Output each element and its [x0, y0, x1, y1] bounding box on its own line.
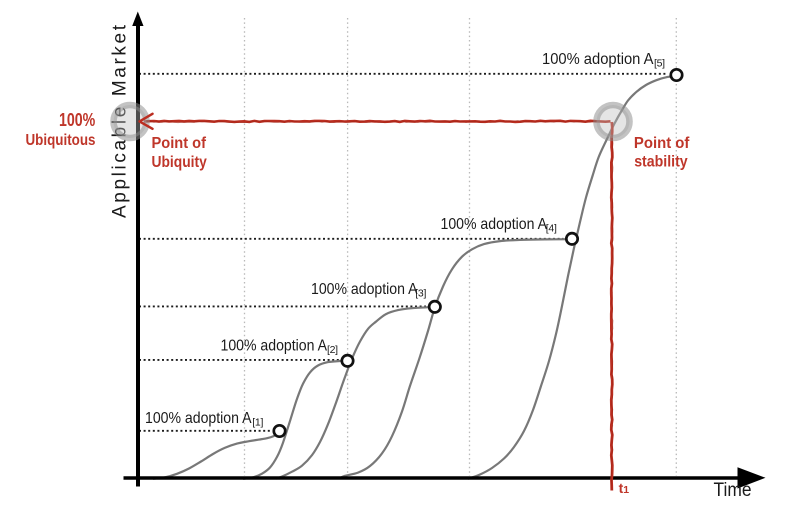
- svg-text:[5]: [5]: [654, 58, 665, 70]
- svg-text:Applicable Market: Applicable Market: [110, 24, 131, 218]
- svg-text:100% adoption A: 100% adoption A: [221, 338, 328, 355]
- svg-text:[3]: [3]: [415, 287, 426, 299]
- svg-text:Point of: Point of: [152, 135, 207, 152]
- svg-text:Ubiquitous: Ubiquitous: [26, 132, 96, 149]
- svg-text:t1: t1: [619, 480, 630, 496]
- svg-text:[2]: [2]: [327, 344, 338, 356]
- svg-text:100% adoption A: 100% adoption A: [311, 281, 418, 298]
- svg-text:Point of: Point of: [634, 135, 690, 152]
- svg-text:[4]: [4]: [546, 222, 557, 234]
- svg-text:stability: stability: [634, 153, 688, 170]
- svg-text:100% adoption A: 100% adoption A: [542, 51, 654, 68]
- svg-text:100%: 100%: [59, 110, 95, 130]
- svg-text:100% adoption A: 100% adoption A: [441, 216, 548, 233]
- svg-text:Ubiquity: Ubiquity: [152, 154, 208, 171]
- svg-text:[1]: [1]: [252, 416, 263, 428]
- svg-text:100% adoption A: 100% adoption A: [145, 410, 252, 427]
- svg-text:Time: Time: [714, 479, 752, 501]
